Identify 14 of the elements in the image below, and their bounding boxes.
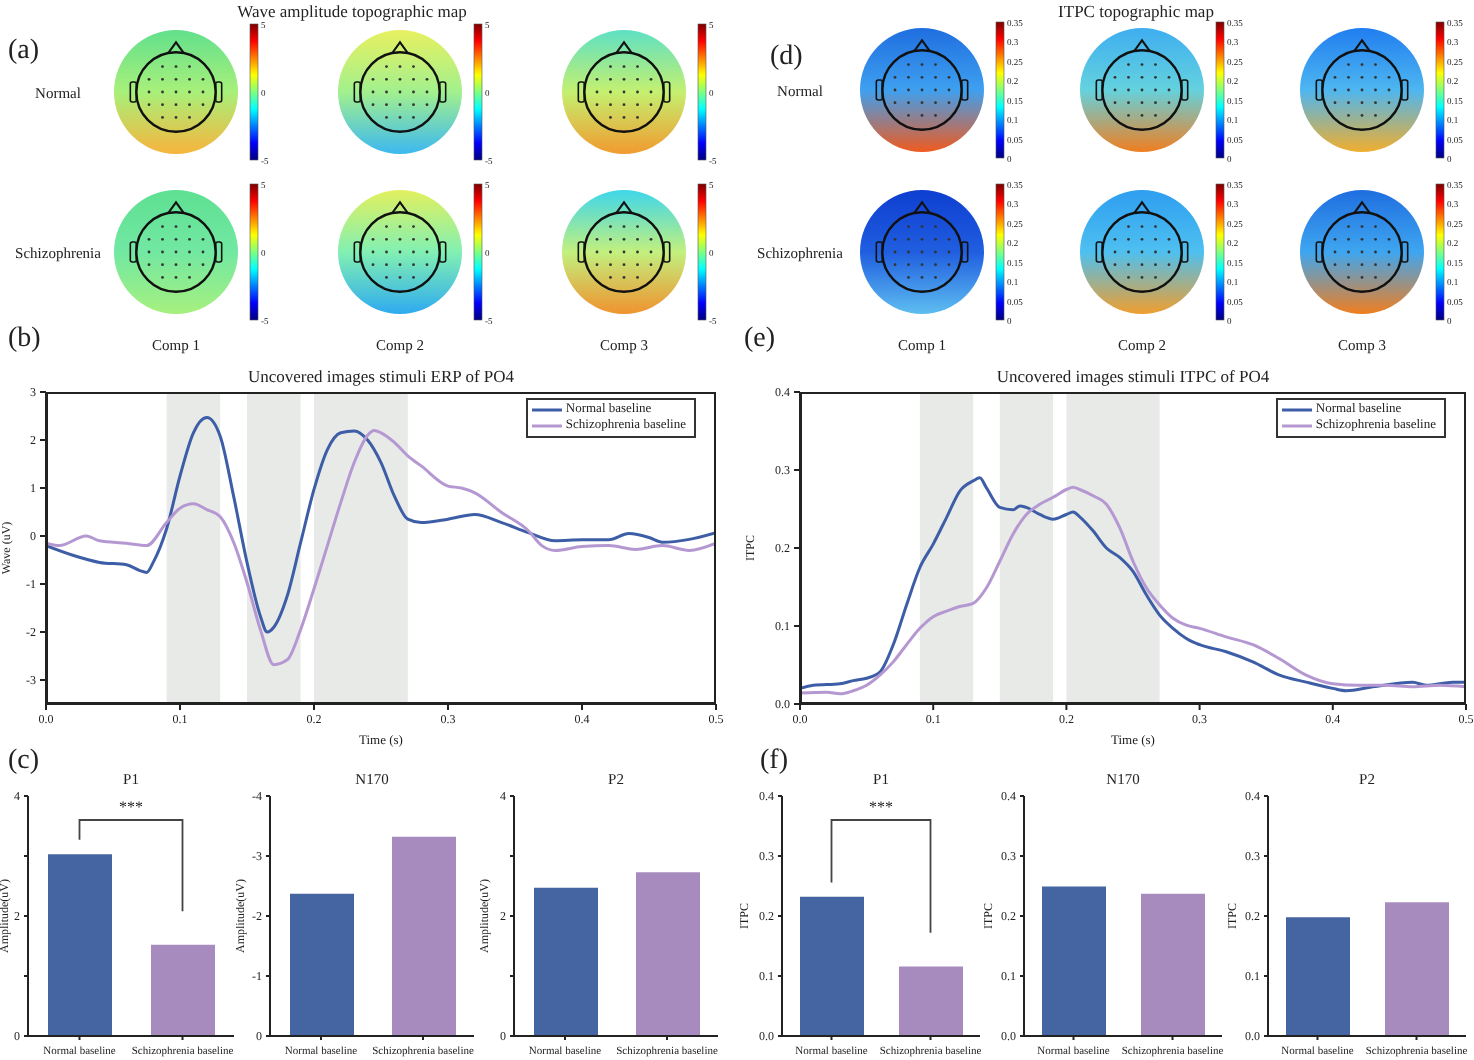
chart-title: Uncovered images stimuli ITPC of PO4 xyxy=(996,366,1270,386)
text: (a) xyxy=(8,35,40,65)
text: (f) xyxy=(760,746,788,776)
text: (c) xyxy=(8,746,40,776)
text: (b) xyxy=(8,324,41,354)
annotation: *** xyxy=(119,798,143,816)
line-series xyxy=(46,428,716,667)
text: (e) xyxy=(744,324,776,354)
chart-title: Wave amplitude topographic map xyxy=(237,1,467,21)
text: (d) xyxy=(770,41,804,71)
chart-title: ITPC topographic map xyxy=(1058,1,1214,21)
line-series xyxy=(46,415,716,634)
chart-title: Uncovered images stimuli ERP of PO4 xyxy=(247,366,515,386)
annotation: *** xyxy=(869,798,893,816)
